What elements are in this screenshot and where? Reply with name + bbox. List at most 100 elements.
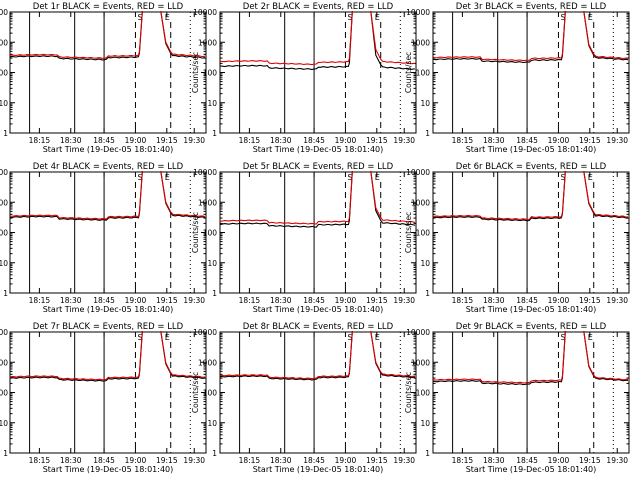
start-marker: S xyxy=(137,333,142,342)
end-marker: E xyxy=(165,333,170,342)
lld-series-tail xyxy=(583,11,629,60)
x-tick-label: 19:15 xyxy=(366,456,388,465)
y-tick-label: 1 xyxy=(425,289,430,298)
y-tick-label: 1000 xyxy=(0,38,8,47)
x-axis-label: Start Time (19-Dec-05 18:01:40) xyxy=(253,305,384,314)
x-axis-label: Start Time (19-Dec-05 18:01:40) xyxy=(43,305,174,314)
chart-panel-8: Det 8r BLACK = Events, RED = LLD 1 10 100 10… xyxy=(191,322,417,474)
events-series xyxy=(432,331,566,386)
x-tick-label: 19:00 xyxy=(335,136,357,145)
x-tick-label: 18:15 xyxy=(452,296,474,305)
start-marker: S xyxy=(347,13,352,22)
x-tick-label: 18:45 xyxy=(516,296,538,305)
lld-series xyxy=(432,331,566,384)
y-tick-label: 10000 xyxy=(193,328,217,337)
x-axis-label: Start Time (19-Dec-05 18:01:40) xyxy=(43,145,174,154)
x-tick-label: 18:30 xyxy=(483,456,505,465)
x-tick-label: 18:45 xyxy=(93,456,115,465)
events-series xyxy=(219,331,353,381)
chart-panel-1: Det 1r BLACK = Events, RED = LLD 1 10 100 10… xyxy=(0,2,207,154)
x-tick-label: 19:30 xyxy=(606,136,628,145)
chart-title: Det 8r BLACK = Events, RED = LLD xyxy=(243,322,394,332)
start-marker: S xyxy=(560,13,565,22)
end-marker: E xyxy=(588,13,593,22)
x-tick-label: 19:30 xyxy=(183,456,205,465)
y-tick-label: 1000 xyxy=(198,358,217,367)
end-marker: E xyxy=(165,173,170,182)
events-series xyxy=(9,11,143,61)
y-tick-label: 100 xyxy=(203,389,218,398)
events-series-tail xyxy=(160,171,206,219)
lld-series-tail xyxy=(583,331,629,381)
plot-frame xyxy=(9,331,207,454)
y-tick-label: 100 xyxy=(0,69,8,78)
x-tick-label: 18:45 xyxy=(516,136,538,145)
y-tick-label: 100 xyxy=(0,229,8,238)
y-tick-label: 1000 xyxy=(411,358,430,367)
y-tick-label: 100 xyxy=(203,69,218,78)
lld-series-tail xyxy=(583,171,629,218)
lld-series-tail xyxy=(160,171,206,218)
x-tick-label: 19:15 xyxy=(156,456,178,465)
events-series xyxy=(432,11,566,64)
y-tick-label: 10000 xyxy=(193,168,217,177)
y-tick-label: 10 xyxy=(0,419,8,428)
x-tick-label: 18:30 xyxy=(483,296,505,305)
chart-title: Det 5r BLACK = Events, RED = LLD xyxy=(243,162,394,172)
y-tick-label: 10 xyxy=(420,259,430,268)
end-marker: E xyxy=(588,173,593,182)
end-marker: E xyxy=(375,333,380,342)
x-tick-label: 19:00 xyxy=(335,456,357,465)
y-tick-label: 10000 xyxy=(406,8,430,17)
x-tick-label: 18:30 xyxy=(60,136,82,145)
plot-frame xyxy=(432,171,630,294)
events-series-tail xyxy=(583,171,629,219)
y-axis-label: Counts/sec xyxy=(404,372,413,413)
y-tick-label: 1000 xyxy=(411,198,430,207)
lld-series xyxy=(219,331,353,380)
x-tick-label: 19:00 xyxy=(548,136,570,145)
x-tick-label: 19:30 xyxy=(393,456,415,465)
x-tick-label: 18:45 xyxy=(93,136,115,145)
x-tick-label: 18:15 xyxy=(29,136,51,145)
lld-series xyxy=(219,11,353,66)
start-marker: S xyxy=(347,173,352,182)
x-axis-label: Start Time (19-Dec-05 18:01:40) xyxy=(43,465,174,474)
y-axis-label: Counts/sec xyxy=(191,52,200,93)
x-axis-label: Start Time (19-Dec-05 18:01:40) xyxy=(253,465,384,474)
x-tick-label: 19:00 xyxy=(125,136,147,145)
chart-panel-5: Det 5r BLACK = Events, RED = LLD 1 10 100 10… xyxy=(191,162,417,314)
x-tick-label: 19:15 xyxy=(366,296,388,305)
y-tick-label: 1000 xyxy=(198,198,217,207)
x-tick-label: 19:30 xyxy=(183,296,205,305)
x-tick-label: 19:00 xyxy=(125,296,147,305)
x-tick-label: 18:15 xyxy=(29,296,51,305)
y-tick-label: 1 xyxy=(212,129,217,138)
lld-series xyxy=(219,171,353,225)
x-tick-label: 19:15 xyxy=(366,136,388,145)
y-tick-label: 1 xyxy=(212,289,217,298)
start-marker: S xyxy=(560,173,565,182)
x-axis-label: Start Time (19-Dec-05 18:01:40) xyxy=(466,145,597,154)
x-tick-label: 19:00 xyxy=(335,296,357,305)
x-tick-label: 18:45 xyxy=(516,456,538,465)
events-series xyxy=(219,171,353,228)
plot-frame xyxy=(432,331,630,454)
x-tick-label: 18:15 xyxy=(239,136,261,145)
lld-series xyxy=(432,11,566,62)
x-tick-label: 18:45 xyxy=(93,296,115,305)
y-tick-label: 10 xyxy=(207,419,217,428)
y-axis-label: Counts/sec xyxy=(404,212,413,253)
events-series-tail xyxy=(370,171,416,226)
events-series-tail xyxy=(370,11,416,70)
chart-title: Det 6r BLACK = Events, RED = LLD xyxy=(456,162,607,172)
x-tick-label: 18:30 xyxy=(270,136,292,145)
events-series xyxy=(9,171,143,221)
x-tick-label: 19:00 xyxy=(548,456,570,465)
x-tick-label: 19:30 xyxy=(606,456,628,465)
events-series-tail xyxy=(583,11,629,61)
x-tick-label: 18:30 xyxy=(60,296,82,305)
x-tick-label: 18:30 xyxy=(270,296,292,305)
chart-panel-3: Det 3r BLACK = Events, RED = LLD 1 10 100 10… xyxy=(404,2,630,154)
